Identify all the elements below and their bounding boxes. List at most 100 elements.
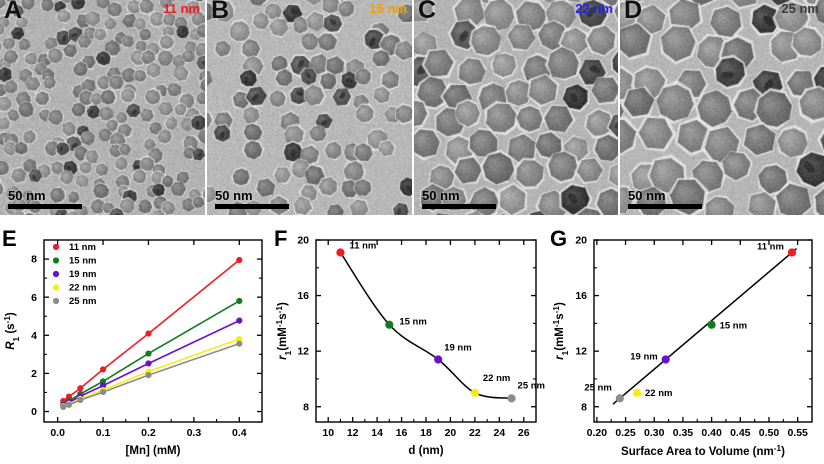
panel-letter-f: F — [274, 226, 288, 251]
scale-bar-c: 50 nm — [422, 189, 496, 209]
plot-g: 0.20 0.25 0.30 0.35 0.40 0.45 0.50 0.55 8 12 16 20 2… — [552, 235, 813, 459]
x-tick-label: 0.40 — [701, 427, 722, 439]
data-point-25-nm — [615, 394, 624, 403]
panel-letter-g: G — [550, 226, 568, 251]
x-tick-label: 26 — [518, 427, 530, 439]
scale-bar-label-d: 50 nm — [628, 188, 666, 204]
legend-label-19-nm: 19 nm — [69, 269, 96, 280]
data-point — [65, 401, 73, 408]
scale-bar-a: 50 nm — [8, 189, 82, 209]
legend-marker-25-nm — [52, 297, 60, 305]
panel-letter-e: E — [2, 226, 17, 251]
x-axis-title: Surface Area to Volume (nm-1) — [621, 444, 785, 459]
data-point — [60, 403, 67, 411]
data-point — [99, 388, 107, 396]
x-tick-label: 0.2 — [141, 427, 156, 439]
x-tick-label: 0.30 — [644, 427, 665, 439]
x-tick-label: 0.25 — [615, 427, 636, 439]
legend-label-11-nm: 11 nm — [69, 242, 96, 253]
tem-image-d — [620, 0, 824, 215]
legend-label-25-nm: 25 nm — [69, 296, 96, 307]
data-point — [236, 335, 243, 343]
data-point — [236, 256, 243, 264]
point-label-22-nm: 22 nm — [645, 388, 672, 399]
tem-image-b — [207, 0, 412, 215]
y-tick-label: 0 — [31, 406, 37, 418]
y-axis-title: r1(mM-1s-1) — [552, 302, 570, 360]
data-point — [99, 366, 107, 373]
point-label-11-nm: 11 nm — [349, 241, 376, 252]
series-line-11-nm — [62, 259, 240, 402]
point-label-11-nm: 11 nm — [757, 242, 784, 253]
data-point-11-nm — [787, 248, 797, 257]
x-tick-label: 20 — [445, 427, 457, 439]
tem-panel-d: D 25 nm 50 nm — [620, 0, 824, 215]
fit-line — [612, 248, 797, 405]
x-tick-label: 10 — [322, 427, 334, 439]
size-label-d: 25 nm — [781, 1, 819, 16]
x-tick-label: 0.50 — [759, 427, 780, 439]
x-tick-label: 12 — [347, 427, 359, 439]
y-tick-label: 4 — [31, 330, 37, 342]
panel-letter-a: A — [4, 0, 23, 24]
x-tick-label: 0.35 — [673, 427, 694, 439]
data-point-11-nm — [336, 248, 345, 257]
size-label-b: 15 nm — [369, 1, 407, 16]
legend-marker-22-nm — [52, 284, 60, 291]
y-tick-label: 8 — [31, 254, 37, 266]
data-point — [99, 382, 107, 389]
y-tick-label: 20 — [575, 235, 587, 247]
data-point-25-nm — [507, 394, 516, 403]
x-tick-label: 0.1 — [96, 427, 111, 439]
data-point-22-nm — [632, 388, 642, 397]
panel-letter-c: C — [418, 0, 437, 24]
y-tick-label: 12 — [297, 346, 309, 358]
data-point-19-nm — [661, 355, 670, 364]
point-label-15-nm: 15 nm — [720, 321, 747, 332]
plot-frame — [43, 239, 263, 423]
legend-label-22-nm: 22 nm — [69, 283, 96, 294]
plot-f: 10 12 14 16 18 20 22 24 26 8 12 16 20 11 nm 15 nm 19 nm… — [275, 235, 546, 457]
data-point — [145, 350, 152, 357]
data-point — [77, 396, 84, 404]
plot-e: 0.0 0.1 0.2 0.3 0.4 0 2 4 6 8 11 nm 15 nm 19 nm 22 nm… — [3, 239, 263, 457]
scale-bar-d: 50 nm — [628, 189, 702, 209]
point-label-15-nm: 15 nm — [399, 317, 426, 328]
data-point-15-nm — [707, 320, 716, 329]
data-point-22-nm — [470, 388, 479, 397]
panel-letter-b: B — [211, 0, 230, 24]
x-tick-label: 16 — [396, 427, 408, 439]
data-point — [77, 385, 84, 392]
y-axis-title: R1 (s-1) — [3, 312, 21, 350]
scale-bar-line-c — [422, 204, 496, 209]
point-label-25-nm: 25 nm — [518, 380, 545, 391]
plot-frame — [593, 239, 813, 423]
point-label-22-nm: 22 nm — [483, 373, 510, 384]
legend-label-15-nm: 15 nm — [69, 256, 96, 267]
data-point — [145, 372, 152, 379]
scale-bar-line-b — [215, 204, 289, 209]
y-tick-label: 2 — [31, 368, 37, 380]
scale-bar-line-a — [8, 204, 82, 209]
x-tick-label: 0.4 — [232, 427, 247, 439]
x-axis-title: [Mn] (mM) — [126, 445, 181, 457]
data-point-19-nm — [434, 355, 443, 364]
scale-bar-line-d — [628, 204, 702, 209]
legend-marker-19-nm — [52, 270, 60, 278]
x-axis-title: d (nm) — [408, 445, 443, 457]
chart-panel-e: E 0.0 0.1 0.2 0.3 0.4 0 2 4 6 8 11 nm 15 nm 19 nm 22 … — [0, 226, 276, 464]
y-tick-label: 8 — [581, 401, 587, 413]
tem-panel-row: A 11 nm 50 nm B 15 nm 50 nm C 22 nm 50 n… — [0, 0, 824, 215]
size-label-c: 22 nm — [575, 1, 613, 16]
size-label-a: 11 nm — [163, 1, 200, 16]
data-point-15-nm — [385, 320, 394, 329]
data-point — [236, 297, 243, 305]
x-tick-label: 24 — [493, 427, 505, 439]
x-tick-label: 0.0 — [50, 427, 65, 439]
legend-marker-11-nm — [52, 243, 60, 251]
chart-panel-f: F 10 12 14 16 18 20 22 24 26 8 12 16 20 11 nm 15 nm 19 … — [272, 226, 550, 464]
x-tick-label: 0.45 — [730, 427, 751, 439]
x-tick-label: 0.55 — [787, 427, 808, 439]
point-label-19-nm: 19 nm — [630, 351, 657, 362]
